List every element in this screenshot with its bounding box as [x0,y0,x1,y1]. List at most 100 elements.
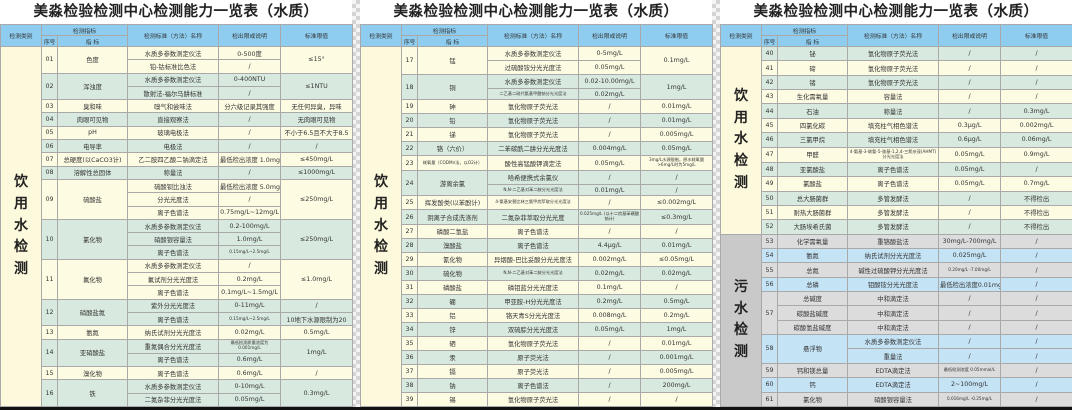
limit-cell: ≤0.05mg/L [640,252,714,267]
limit-cell: 0.005mg/L [640,363,714,379]
detect-cell: / [938,103,1002,119]
method-cell: 水质多参数测定仪法 [127,258,220,274]
table-row: 47 甲醛 4-氨基-3-联氨-5-巯基-1,2,4-三氮杂茂(AHMT)分光光度法… [720,146,1072,163]
detect-cell: 0.02mg/L [578,266,642,281]
seq-cell: 05 [41,125,58,141]
method-cell: 钼酸铵分光光度法 [847,276,940,293]
detect-cell: 0.025mg/L [938,247,1002,264]
detect-cell: 4.4μg/L [578,238,642,254]
detect-cell: 0.05mg/L [938,176,1002,192]
detect-cell: 分六级记录其强度 [218,99,282,114]
method-cell: 水质多参数测定仪法 [127,379,220,394]
indicator-cell: 耗氧量（CODMn法，以O2计） [416,155,489,171]
method-cell: 离子色谱法 [847,161,940,178]
limit-cell: 不得检出 [1000,204,1072,221]
detect-cell: / [578,391,642,408]
detect-cell: / [578,363,642,379]
method-cell: 4-氨基-3-联氨-5-巯基-1,2,4-三氮杂茂(AHMT)分光光度法 [847,146,940,163]
table-row: 45 四氯化碳 填充柱气相色谱法 0.3μg/L 0.002mg/L [720,117,1072,134]
header-method: 检测标准（方法）名称 [127,24,220,47]
header-detect: 检出限或说明 [938,24,1002,47]
indicator-cell: 锑 [416,127,489,143]
indicator-cell: 悬浮物 [776,334,849,364]
method-cell: N,N-二乙基对苯二胺分光光度法 [487,183,580,197]
seq-cell: 01 [41,46,58,74]
seq-cell: 10 [41,218,58,260]
table-row: 12 硝酸盐氮 紫外分光光度法 0-11mg/L / [0,298,354,327]
indicator-cell: 镉 [416,363,489,379]
indicator-cell: 硫酸盐 [56,178,129,220]
category-cell: 饮用水检测 [720,46,762,235]
seq-cell: 51 [761,204,778,221]
detect-cell: 0-500度 [218,45,282,61]
method-cell: 水质多参数测定仪法 [487,73,580,89]
seq-cell: 60 [761,377,778,393]
indicator-cell: 钙和镁总量 [776,362,849,379]
header-limit: 标准限值 [1000,24,1072,47]
limit-cell: / [1000,262,1072,278]
method-cell: 中和滴定法 [847,319,940,336]
table-row: 29 氰化物 异烟酸-巴比妥酸分光光度法 0.002mg/L ≤0.05mg/L [360,252,714,267]
detect-cell: 0.002mg/L [578,252,642,267]
limit-cell: 200mg/L [640,377,714,393]
method-cell: 二苯碳酰二肼分光光度法 [487,141,580,157]
method-cell: 嗅气和尝味法 [127,99,220,114]
table-row: 11 氟化物 水质多参数测定仪法 / ≤1.0mg/L [0,258,354,300]
table-row: N,N-二乙基对苯二胺分光光度法 0.01mg/L / [360,183,714,197]
seq-cell: 58 [761,334,778,364]
indicator-cell: 钙 [776,377,849,393]
detect-cell: 1.0mg/L [218,232,282,247]
table-row: 51 耐热大肠菌群 多管发酵法 / 不得检出 [720,204,1072,221]
table-row: 30 硫化物 N,N-二乙基对苯二胺分光光度法 0.02mg/L 0.02mg/L [360,266,714,281]
method-cell: 填充柱气相色谱法 [847,117,940,134]
method-cell: 二乙基二硫代氨基甲酸钠分光光度法 [487,87,580,101]
category-label: 饮用水检测 [14,174,28,278]
method-cell: 氢化物原子荧光法 [847,45,940,62]
seq-cell: 46 [761,132,778,148]
seq-cell: 52 [761,219,778,235]
capability-table: 检测类别 检测指标 检测标准（方法）名称 检出限或说明 标准限值 序号指 标饮用水检测 40… [720,24,1072,408]
seq-cell: 24 [401,169,418,197]
seq-cell: 34 [401,321,418,337]
table-row: 59 钙和镁总量 EDTA滴定法 最低检测浓度 0.05mmol/L / [720,362,1072,379]
detect-cell: 0.6μg/L [938,132,1002,148]
limit-cell: 10地下水源限制为20 [280,311,354,327]
detect-cell: / [938,45,1002,62]
detect-cell: / [218,165,282,180]
seq-cell: 19 [401,99,418,115]
seq-cell: 50 [761,190,778,206]
detect-cell: / [578,169,642,185]
detect-cell: 0.01mg/L [578,183,642,197]
header-seq: 序号 [401,35,418,47]
method-cell: 氢化物原子荧光法 [847,74,940,91]
method-cell: 氢化物原子荧光法 [487,391,580,408]
indicator-cell: 肉眼可见物 [56,112,129,127]
detect-cell: 最低检出浓度0.01mg/L [938,276,1002,293]
limit-cell: 1mg/L [640,321,714,337]
detect-cell: 0.1mg/L [578,279,642,295]
indicator-cell: 砷 [416,99,489,115]
method-cell: 分光光度法 [127,192,220,207]
method-cell: 离子色谱法 [127,352,220,368]
detect-cell: / [578,99,642,115]
method-cell: 水质多参数测定仪法 [127,218,220,234]
indicator-cell: 总硬度(以CaCO3计) [56,152,129,167]
method-cell: 重氮偶合分光光度法 [127,338,220,354]
indicator-cell: 硒 [416,335,489,351]
indicator-cell: 碲 [776,60,849,76]
capability-table: 检测类别 检测指标 检测标准（方法）名称 检出限或说明 标准限值 序号指 标饮用水检测 01… [0,24,354,408]
limit-cell: / [1000,233,1072,249]
header-category: 检测类别 [0,24,42,47]
indicator-cell: 锌 [416,321,489,337]
table-row: 饮用水检测 01 色度 水质多参数测定仪法 0-500度 ≤15° [0,45,354,407]
detect-cell: 0-10mg/L [218,379,282,394]
seq-cell: 55 [761,262,778,278]
limit-cell: / [280,298,354,313]
table-row: 22 铬（六价） 二苯碳酰二肼分光光度法 0.004mg/L 0.05mg/L [360,141,714,157]
limit-cell: / [640,169,714,185]
seq-cell: 56 [761,276,778,293]
limit-cell: 不得检出 [1000,219,1072,235]
category-cell: 饮用水检测 [360,46,402,407]
detect-cell: / [578,113,642,129]
